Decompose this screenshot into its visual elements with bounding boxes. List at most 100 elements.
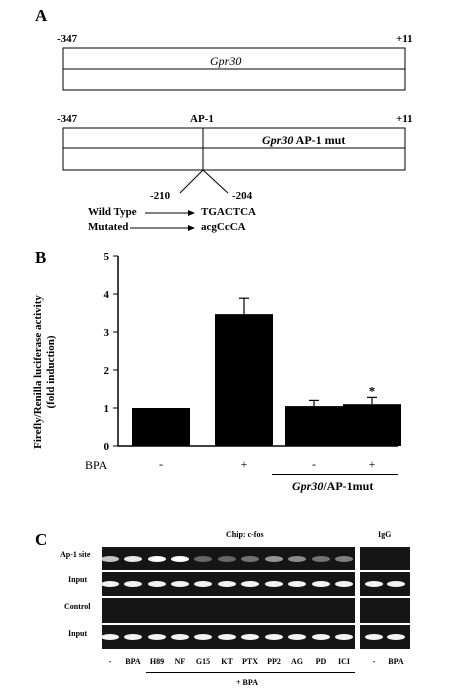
y-tick-label: 1 (104, 403, 110, 415)
x-tick-label: - (159, 457, 163, 470)
bpa-axis-label: BPA (85, 458, 108, 472)
input-band (101, 581, 119, 587)
row2-gene-name: Gpr30 AP-1 mut (262, 133, 345, 148)
ap1-label: AP-1 (190, 113, 214, 125)
igg-lane-label: BPA (388, 657, 404, 666)
significance-star: * (369, 383, 376, 398)
input-band (171, 581, 189, 587)
ap1-band (194, 555, 212, 562)
input-band (124, 634, 142, 640)
ap1-band (288, 555, 306, 562)
pos-left-coord: -210 (150, 190, 171, 202)
panel-c-label: C (35, 530, 48, 549)
row1-end-coord: +11 (396, 33, 413, 45)
row2-start-coord: -347 (57, 113, 78, 125)
row-label-ap1: Ap-1 site (60, 550, 91, 559)
y-tick-label: 5 (104, 251, 110, 263)
igg-lane-label: - (372, 657, 376, 666)
pos-right-coord: -204 (232, 190, 253, 202)
lane-label: PD (315, 657, 327, 666)
igg-title: IgG (378, 530, 392, 539)
ap1-band (312, 555, 330, 562)
input-band (124, 581, 142, 587)
panel-a-diagram (62, 47, 406, 231)
mutated-label: Mutated (88, 221, 129, 233)
ap1-band (265, 555, 283, 562)
panel-a-label: A (35, 6, 48, 25)
lane-label: PTX (242, 657, 258, 666)
input-band (265, 581, 283, 587)
group-label-italic: Gpr30 (292, 479, 324, 493)
input-band (148, 581, 166, 587)
input-band (194, 581, 212, 587)
x-tick-label: + (369, 457, 376, 470)
mut-arrowhead (188, 225, 195, 231)
bar (215, 314, 273, 446)
luciferase-bar-chart: 0 1 2 3 4 5 - + - + * (104, 251, 401, 470)
wild-type-seq: TGACTCA (201, 206, 257, 218)
bpa-caption: + BPA (236, 678, 258, 687)
wild-arrowhead (188, 210, 195, 216)
x-tick-label: + (241, 457, 248, 470)
site-right-line (202, 169, 229, 194)
bar (285, 406, 343, 446)
input-band (218, 581, 236, 587)
lane-label: KT (221, 657, 233, 666)
input-band (148, 634, 166, 640)
igg-input-band (387, 634, 405, 640)
lane-label: ICI (337, 657, 350, 666)
site-left-line (179, 169, 204, 194)
input-band (241, 581, 259, 587)
row-label-input2: Input (68, 629, 88, 638)
lane-label: AG (291, 657, 303, 666)
lane-label: PP2 (267, 657, 281, 666)
lane-label: BPA (125, 657, 141, 666)
y-tick-label: 4 (104, 289, 110, 301)
row-label-control: Control (64, 602, 91, 611)
y-tick-label: 2 (104, 365, 110, 377)
input-band (288, 634, 306, 640)
wild-type-label: Wild Type (88, 206, 137, 218)
ap1-band (241, 555, 259, 562)
input-band (288, 581, 306, 587)
chip-title: Chip: c-fos (226, 530, 264, 539)
row2-end-coord: +11 (396, 113, 413, 125)
input-band (218, 634, 236, 640)
input-band (194, 634, 212, 640)
input-band (265, 634, 283, 640)
group-label-rest: /AP-1mut (323, 479, 374, 493)
ap1-band (171, 555, 189, 562)
input-band (312, 634, 330, 640)
input-band (335, 581, 353, 587)
lane-label: - (108, 657, 112, 666)
gpr30-mut-box (62, 127, 406, 171)
row1-start-coord: -347 (57, 33, 78, 45)
lane-label: H89 (149, 657, 165, 666)
row2-gene-italic: Gpr30 (262, 133, 294, 147)
ap1-band (335, 555, 353, 562)
ap1-band (218, 555, 236, 562)
mutated-seq: acgCcCA (201, 221, 246, 233)
bpa-bracket-line (146, 672, 355, 673)
ap1-band (124, 555, 142, 562)
row1-gene-name: Gpr30 (210, 54, 242, 68)
input-band (241, 634, 259, 640)
lane-label: NF (174, 657, 186, 666)
gel-row (102, 598, 355, 623)
input-band (335, 634, 353, 640)
bar (343, 404, 401, 446)
group-label: Gpr30/AP-1mut (292, 479, 373, 494)
gel-row (102, 547, 355, 570)
bar (132, 408, 190, 446)
row-label-input1: Input (68, 575, 88, 584)
group-underline (272, 474, 398, 475)
lane-label: G15 (195, 657, 211, 666)
input-band (171, 634, 189, 640)
ap1-band (101, 555, 119, 562)
ap1-band (148, 555, 166, 562)
igg-gel-row (360, 598, 410, 623)
row2-gene-rest: AP-1 mut (293, 133, 346, 147)
igg-input-band (365, 634, 383, 640)
igg-gel-row (360, 547, 410, 570)
y-tick-label: 3 (104, 327, 110, 339)
